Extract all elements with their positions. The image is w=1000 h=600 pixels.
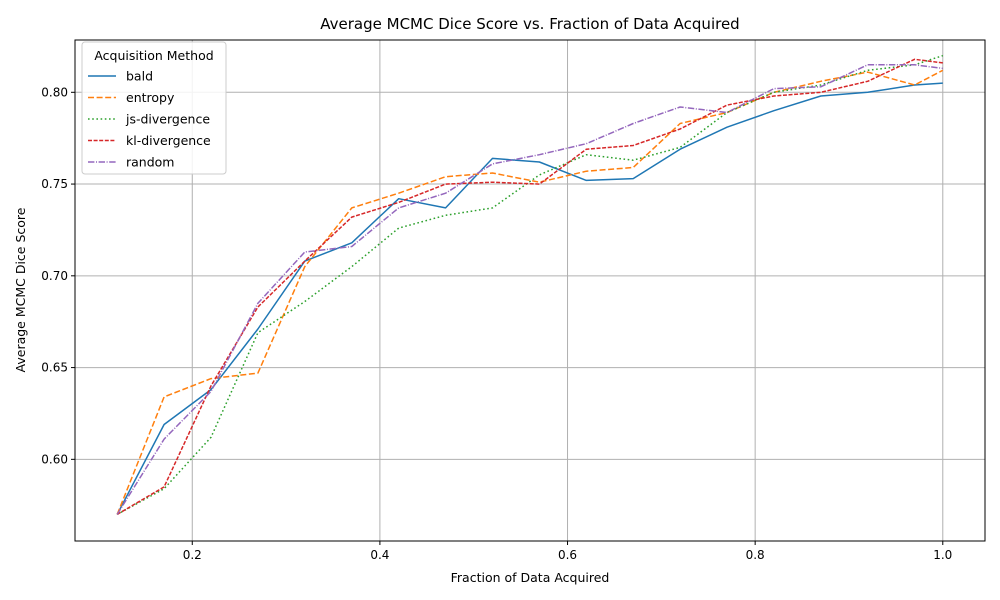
series-line-js-divergence	[116, 54, 944, 516]
x-tick-label: 0.4	[370, 548, 389, 562]
legend-label-bald: bald	[126, 69, 153, 84]
series-lines	[116, 54, 944, 516]
x-tick-label: 0.8	[746, 548, 765, 562]
y-tick-label: 0.60	[41, 452, 68, 466]
series-line-entropy	[116, 69, 944, 515]
legend-label-entropy: entropy	[126, 90, 175, 105]
series-line-bald	[116, 82, 943, 515]
axis-ticks: 0.2 0.4 0.6 0.8 1.0 0.60 0.65 0.70 0.75 0.80	[41, 85, 952, 562]
chart-title: Average MCMC Dice Score vs. Fraction of …	[320, 15, 739, 33]
x-tick-label: 1.0	[933, 548, 952, 562]
y-tick-label: 0.65	[41, 361, 68, 375]
y-tick-label: 0.70	[41, 269, 68, 283]
legend-label-js-divergence: js-divergence	[125, 112, 210, 127]
legend-label-random: random	[126, 155, 174, 170]
plot-frame	[74, 39, 986, 542]
legend: Acquisition Method bald entropy js-diverge…	[81, 41, 227, 175]
y-tick-label: 0.75	[41, 177, 68, 191]
y-tick-label: 0.80	[41, 85, 68, 99]
x-tick-label: 0.2	[183, 548, 202, 562]
legend-box	[81, 41, 227, 175]
y-axis-title: Average MCMC Dice Score	[13, 207, 28, 372]
series-line-random	[116, 64, 943, 515]
legend-label-kl-divergence: kl-divergence	[126, 133, 211, 148]
x-axis-title: Fraction of Data Acquired	[451, 570, 610, 585]
legend-title: Acquisition Method	[94, 48, 213, 63]
grid-lines	[75, 40, 985, 541]
x-tick-label: 0.6	[558, 548, 577, 562]
